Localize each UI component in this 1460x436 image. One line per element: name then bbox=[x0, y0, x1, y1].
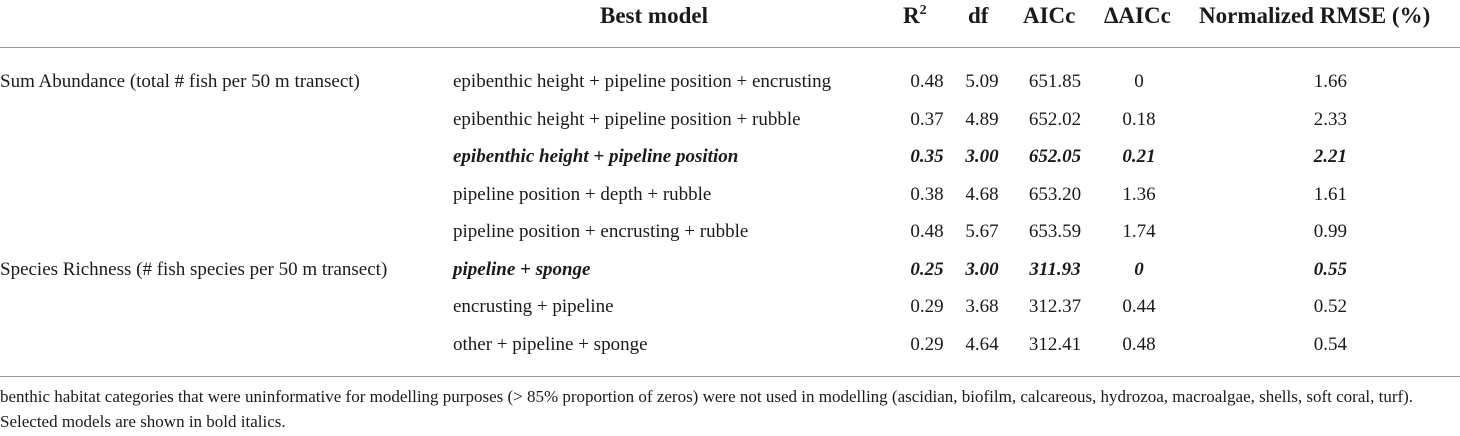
cell-aicc: 312.41 bbox=[1028, 333, 1082, 355]
cell-group bbox=[0, 330, 450, 360]
cell-group bbox=[0, 217, 450, 247]
table-bottom-divider bbox=[0, 376, 1460, 377]
cell-aicc: 652.05 bbox=[1028, 146, 1082, 167]
cell-nrmse: 2.21 bbox=[1313, 146, 1347, 167]
cell-aicc: 652.02 bbox=[1028, 108, 1082, 130]
cell-daicc: 0.18 bbox=[1122, 108, 1156, 130]
header-nrmse: Normalized RMSE (%) bbox=[1199, 3, 1431, 28]
header-aicc: AICc bbox=[1023, 3, 1076, 28]
cell-daicc: 0.48 bbox=[1122, 333, 1156, 355]
header-r2: R2 bbox=[903, 0, 927, 32]
cell-aicc: 311.93 bbox=[1029, 258, 1081, 280]
cell-nrmse: 1.61 bbox=[1313, 183, 1347, 205]
cell-group: Species Richness (# fish species per 50 … bbox=[0, 258, 388, 280]
table-footnote: benthic habitat categories that were uni… bbox=[0, 387, 1414, 431]
cell-group bbox=[0, 142, 450, 172]
cell-model: other + pipeline + sponge bbox=[453, 333, 648, 355]
cell-nrmse: 1.66 bbox=[1313, 71, 1347, 92]
cell-df: 4.64 bbox=[965, 333, 999, 355]
cell-model: pipeline + sponge bbox=[453, 258, 591, 280]
cell-aicc: 653.59 bbox=[1028, 221, 1082, 242]
cell-r2: 0.25 bbox=[910, 258, 944, 280]
cell-group bbox=[0, 180, 450, 210]
cell-r2: 0.35 bbox=[910, 146, 944, 167]
cell-df: 3.68 bbox=[965, 296, 999, 317]
cell-r2: 0.48 bbox=[910, 221, 944, 242]
cell-df: 4.89 bbox=[965, 108, 999, 130]
cell-df: 5.67 bbox=[965, 221, 999, 242]
header-df: df bbox=[968, 3, 989, 28]
header-divider bbox=[0, 47, 1460, 48]
cell-daicc: 0 bbox=[1134, 258, 1144, 280]
cell-nrmse: 0.99 bbox=[1313, 221, 1347, 242]
cell-daicc: 1.74 bbox=[1122, 221, 1156, 242]
cell-df: 5.09 bbox=[965, 71, 999, 92]
cell-daicc: 1.36 bbox=[1122, 183, 1156, 205]
cell-df: 3.00 bbox=[965, 146, 999, 167]
cell-aicc: 651.85 bbox=[1028, 71, 1082, 92]
header-r2-sup: 2 bbox=[919, 3, 927, 18]
cell-daicc: 0 bbox=[1134, 71, 1144, 92]
cell-model: pipeline position + encrusting + rubble bbox=[453, 221, 749, 242]
cell-model: pipeline position + depth + rubble bbox=[453, 183, 712, 205]
cell-daicc: 0.44 bbox=[1122, 296, 1156, 317]
cell-model: epibenthic height + pipeline position + … bbox=[453, 71, 832, 92]
cell-group bbox=[0, 105, 450, 135]
cell-group: Sum Abundance (total # fish per 50 m tra… bbox=[0, 71, 360, 92]
header-daicc: ΔAICc bbox=[1104, 3, 1171, 28]
cell-r2: 0.38 bbox=[910, 183, 944, 205]
header-r2-base: R bbox=[903, 3, 920, 28]
cell-r2: 0.29 bbox=[910, 296, 944, 317]
header-best-model: Best model bbox=[600, 3, 708, 28]
cell-model: encrusting + pipeline bbox=[453, 296, 614, 317]
cell-model: epibenthic height + pipeline position bbox=[453, 146, 739, 167]
cell-r2: 0.29 bbox=[910, 333, 944, 355]
cell-r2: 0.37 bbox=[910, 108, 944, 130]
cell-nrmse: 2.33 bbox=[1313, 108, 1347, 130]
cell-nrmse: 0.52 bbox=[1313, 296, 1347, 317]
cell-df: 4.68 bbox=[965, 183, 999, 205]
cell-group bbox=[0, 292, 450, 322]
cell-nrmse: 0.54 bbox=[1313, 333, 1347, 355]
cell-nrmse: 0.55 bbox=[1313, 258, 1347, 280]
cell-aicc: 653.20 bbox=[1028, 183, 1082, 205]
cell-r2: 0.48 bbox=[910, 71, 944, 92]
cell-df: 3.00 bbox=[965, 258, 999, 280]
cell-aicc: 312.37 bbox=[1028, 296, 1082, 317]
cell-model: epibenthic height + pipeline position + … bbox=[453, 108, 801, 130]
cell-daicc: 0.21 bbox=[1122, 146, 1156, 167]
